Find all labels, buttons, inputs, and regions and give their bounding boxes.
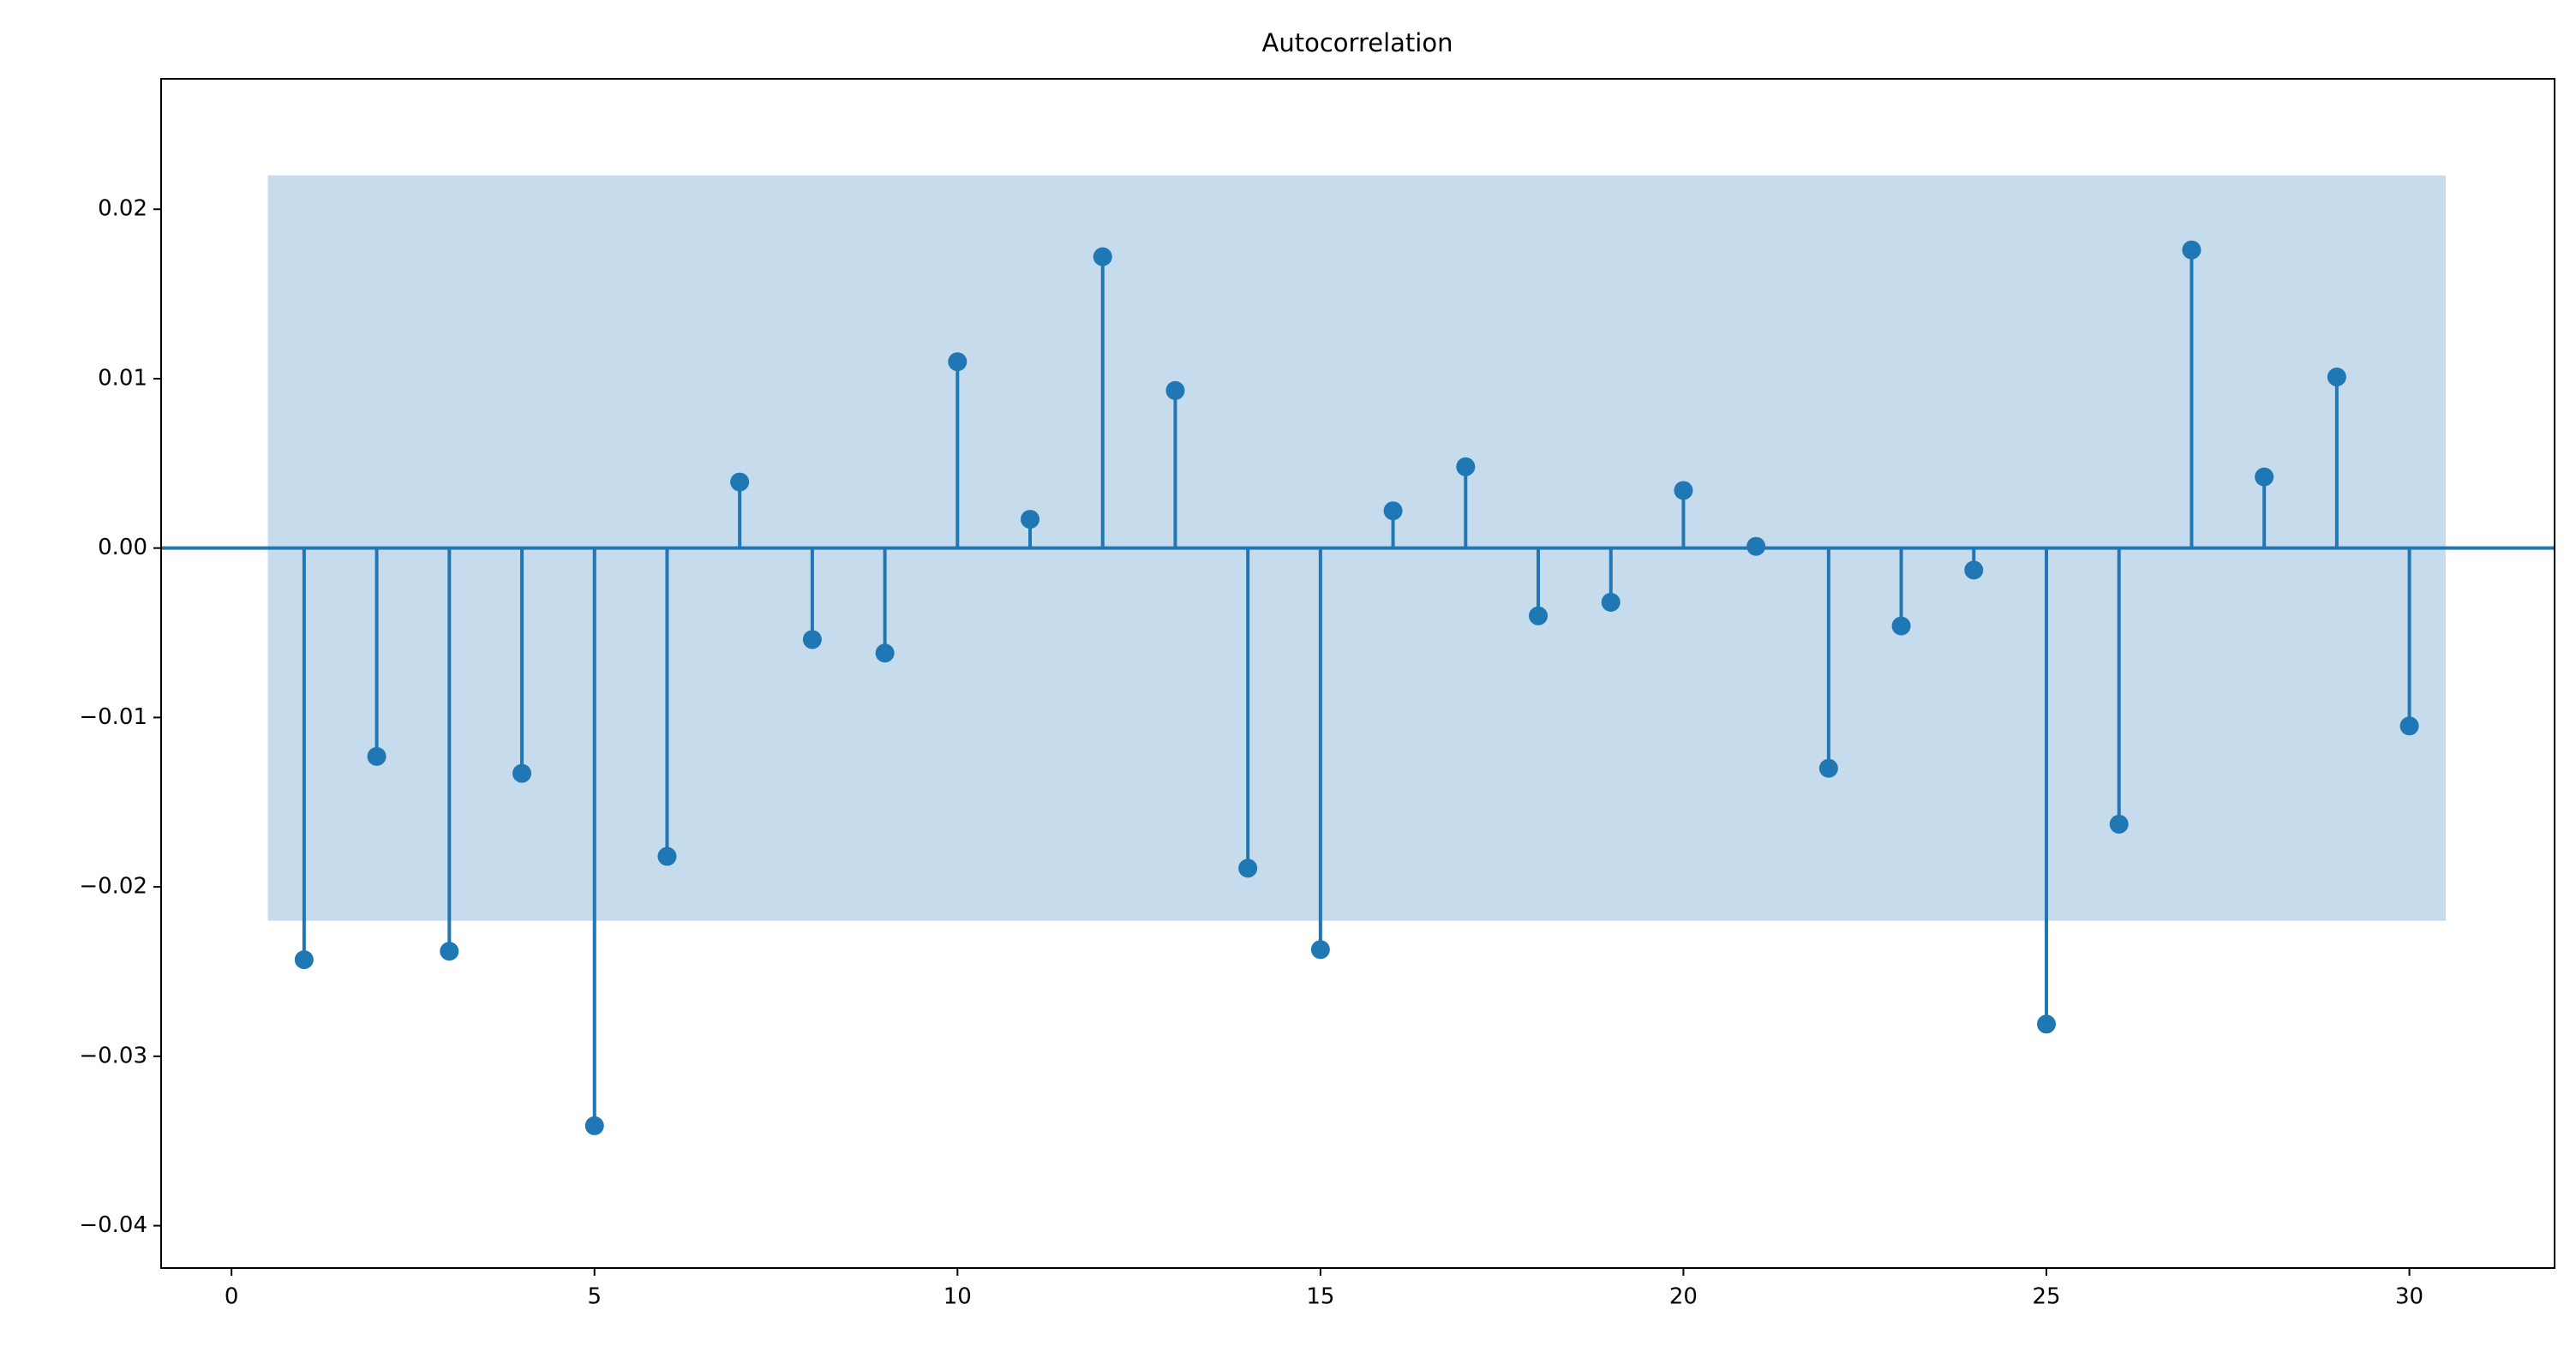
stem-marker bbox=[1165, 380, 1185, 400]
y-tick-label: −0.03 bbox=[79, 1043, 147, 1068]
stem-marker bbox=[512, 763, 532, 783]
stem-marker bbox=[2327, 367, 2346, 386]
stem-marker bbox=[584, 1116, 604, 1135]
stem-marker bbox=[1746, 536, 1766, 556]
stem-marker bbox=[2037, 1014, 2057, 1034]
stem-marker bbox=[1818, 758, 1838, 778]
stem-marker bbox=[875, 643, 895, 663]
y-tick-label: 0.01 bbox=[98, 365, 147, 391]
stem-marker bbox=[1529, 606, 1549, 625]
x-tick-label: 15 bbox=[1306, 1284, 1334, 1310]
stem-marker bbox=[2109, 814, 2129, 834]
stem-marker bbox=[1891, 616, 1911, 636]
y-tick-label: −0.02 bbox=[79, 874, 147, 900]
stem-marker bbox=[657, 846, 677, 866]
x-tick-label: 20 bbox=[1669, 1284, 1698, 1310]
stem-marker bbox=[1383, 501, 1403, 521]
stem-marker bbox=[2399, 716, 2419, 736]
stem-marker bbox=[1021, 510, 1040, 529]
stem-marker bbox=[2255, 467, 2274, 487]
y-tick-label: −0.04 bbox=[79, 1212, 147, 1238]
y-tick-label: 0.02 bbox=[98, 196, 147, 222]
x-tick-label: 30 bbox=[2395, 1284, 2423, 1310]
stem-marker bbox=[948, 352, 967, 372]
stem-marker bbox=[1238, 858, 1258, 878]
x-tick-label: 5 bbox=[587, 1284, 602, 1310]
x-tick-label: 0 bbox=[225, 1284, 239, 1310]
stem-marker bbox=[1310, 940, 1330, 960]
axes-frame bbox=[160, 78, 2555, 1269]
x-tick-label: 25 bbox=[2032, 1284, 2060, 1310]
y-tick-label: −0.01 bbox=[79, 704, 147, 730]
stem-marker bbox=[1093, 247, 1112, 266]
chart-title: Autocorrelation bbox=[1262, 28, 1453, 57]
y-tick-label: 0.00 bbox=[98, 535, 147, 560]
x-tick-label: 10 bbox=[944, 1284, 972, 1310]
stem-marker bbox=[294, 950, 314, 970]
stem-marker bbox=[1456, 457, 1476, 476]
stem-marker bbox=[1674, 481, 1693, 500]
stem-marker bbox=[802, 630, 822, 649]
stem-marker bbox=[1964, 560, 1984, 580]
stem-marker bbox=[367, 746, 386, 766]
stem-marker bbox=[730, 472, 750, 492]
stem-marker bbox=[2182, 240, 2202, 260]
stem-marker bbox=[440, 942, 459, 961]
stem-marker bbox=[1601, 592, 1620, 612]
